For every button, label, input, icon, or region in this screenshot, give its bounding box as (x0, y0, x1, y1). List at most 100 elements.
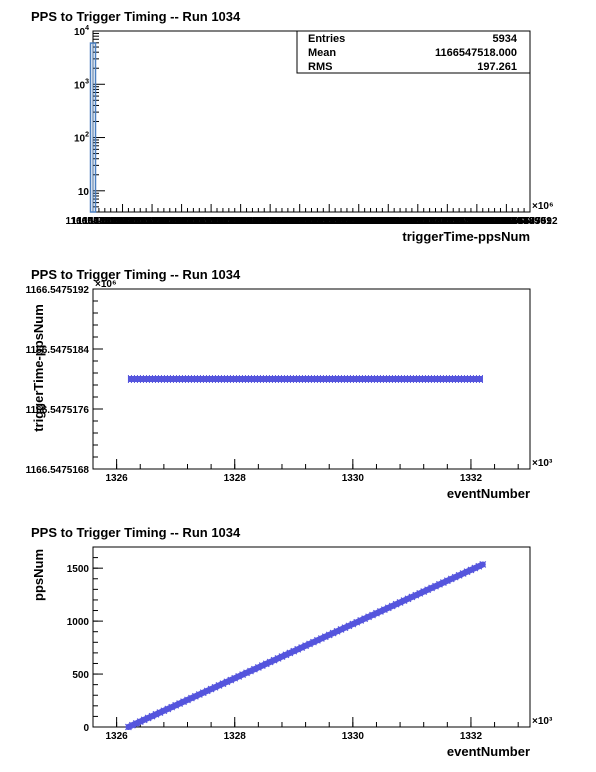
x-tick-label: 1330 (342, 731, 365, 742)
x-tick-label: 1166547524 (101, 216, 157, 227)
x-tick-label: 1166547538 (184, 216, 240, 227)
data-point (254, 663, 262, 671)
data-point (132, 719, 140, 727)
data-point (467, 566, 475, 574)
x-tick-label: 1166547542 (207, 216, 263, 227)
data-point (408, 593, 416, 601)
x-axis-title: eventNumber (447, 744, 530, 759)
x-tick-label: 1166547586 (467, 216, 523, 227)
x-tick-label: 1326 (105, 473, 128, 484)
y-tick-label: 1500 (67, 564, 90, 575)
x-tick-label: 1166547527 (119, 216, 175, 227)
x-tick-label: 1330 (342, 473, 365, 484)
data-point (180, 698, 187, 706)
data-point (152, 710, 160, 718)
data-point (451, 573, 459, 581)
x-tick-label: 1166547581 (438, 216, 494, 227)
x-tick-label: 1166547529 (130, 216, 186, 227)
data-point (266, 658, 274, 666)
x-tick-label: 1166547590 (491, 216, 547, 227)
data-point (459, 570, 467, 577)
x-tick-label: 1166547585 (461, 216, 517, 227)
data-point (412, 591, 420, 599)
x-tick-label: 1166547572 (384, 216, 440, 227)
x-tick-label: 1166547579 (426, 216, 482, 227)
data-point (286, 649, 294, 657)
data-point (373, 609, 380, 617)
x-tick-label: 1166547583 (449, 216, 505, 227)
data-point (243, 669, 250, 677)
data-point (199, 689, 207, 697)
x-tick-label: 1166547559 (308, 216, 364, 227)
data-point (443, 577, 451, 585)
x-tick-label: 1166547536 (172, 216, 228, 227)
x-tick-label: 1166547539 (189, 216, 245, 227)
x-tick-label: 1166547558 (302, 216, 358, 227)
data-point (384, 604, 392, 612)
x-tick-label: 1166547551 (260, 216, 316, 227)
x-tick-label: 1166547525 (107, 216, 163, 227)
x-tick-label: 1326 (105, 731, 128, 742)
data-point (428, 584, 436, 592)
x-tick-label: 1166547578 (420, 216, 476, 227)
data-point (203, 687, 211, 695)
data-point (160, 707, 168, 715)
x-axis-title: eventNumber (447, 486, 530, 501)
x-tick-label: 1166547562 (325, 216, 381, 227)
x-tick-label: 1166547546 (231, 216, 287, 227)
x-tick-label: 1328 (224, 473, 247, 484)
data-point (388, 602, 396, 610)
y-tick-label: 1166.5475168 (26, 465, 90, 476)
x-tick-label: 1166547580 (432, 216, 488, 227)
data-point (357, 617, 365, 624)
stats-box (296, 30, 531, 74)
data-point (329, 629, 337, 637)
data-point (164, 705, 172, 713)
x-tick-label: 1166547550 (254, 216, 310, 227)
data-point (302, 642, 310, 650)
y-tick-label: 1000 (67, 617, 90, 628)
x-tick-label: 1166547528 (125, 216, 181, 227)
data-point (475, 562, 483, 570)
data-point (172, 701, 180, 709)
data-point (282, 651, 290, 659)
data-point (317, 635, 325, 642)
y-tick-label: 1166.5475184 (26, 345, 90, 356)
x-tick-label: 1166547532 (148, 216, 204, 227)
x-tick-label: 1166547564 (337, 216, 393, 227)
x-tick-label: 1166547540 (195, 216, 251, 227)
x-tick-label: 1166547553 (272, 216, 328, 227)
data-point (184, 696, 191, 704)
x-tick-label: 1166547565 (343, 216, 399, 227)
x-tick-label: 1166547535 (166, 216, 222, 227)
data-point (247, 667, 254, 675)
data-point (424, 586, 432, 594)
x-tick-label: 1166547541 (201, 216, 257, 227)
data-point (439, 579, 447, 586)
x-tick-label: 1166547549 (249, 216, 305, 227)
x-tick-label: 1166547519 (71, 216, 127, 227)
y-tick-label: 103 (74, 78, 89, 91)
data-point (125, 723, 132, 731)
x-tick-label: 1166547545 (225, 216, 281, 227)
chart-title: PPS to Trigger Timing -- Run 1034 (31, 9, 241, 24)
data-point (231, 674, 239, 682)
data-point (250, 665, 258, 673)
data-point (258, 662, 266, 670)
data-point (239, 671, 247, 679)
data-point (341, 624, 349, 632)
x-tick-label: 1166547557 (296, 216, 352, 227)
x-multiplier: ×10⁶ (532, 201, 554, 212)
x-tick-label: 1166547537 (178, 216, 234, 227)
x-tick-label: 1166547530 (136, 216, 192, 227)
y-tick-label: 104 (74, 25, 89, 38)
stats-label: Entries (308, 33, 345, 45)
data-point (140, 716, 148, 724)
data-point (227, 676, 235, 684)
data-point (274, 654, 282, 662)
y-tick-label: 0 (83, 723, 89, 734)
x-tick-label: 1166547571 (378, 216, 434, 227)
data-point (432, 582, 439, 590)
stats-value: 5934 (493, 33, 518, 45)
